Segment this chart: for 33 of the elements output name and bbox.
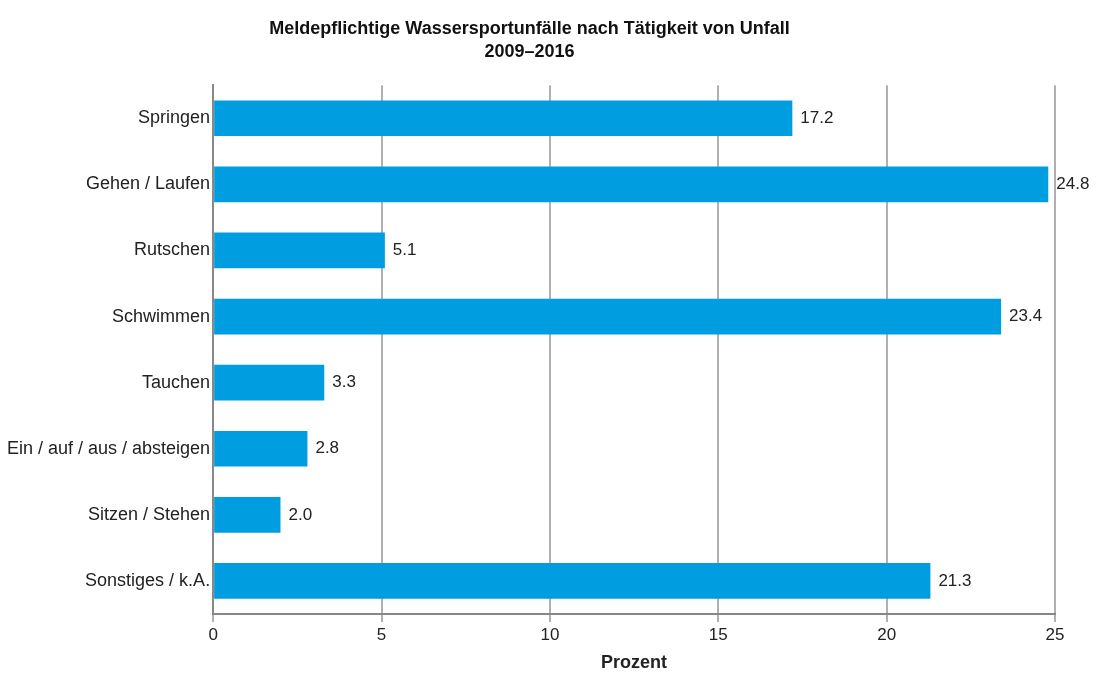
data-label: 17.2 — [800, 107, 834, 127]
data-label: 2.0 — [288, 504, 313, 524]
bar — [214, 232, 385, 269]
data-label: 21.3 — [938, 570, 972, 590]
x-tick-label: 10 — [540, 624, 560, 644]
data-label: 23.4 — [1009, 306, 1043, 326]
chart-title: Meldepflichtige Wassersportunfälle nach Tätigkeit von Unfall — [269, 17, 790, 38]
x-tick-label: 20 — [877, 624, 897, 644]
x-tick-label: 15 — [708, 624, 728, 644]
chart-subtitle: 2009–2016 — [484, 41, 575, 62]
x-tick-label: 0 — [208, 624, 218, 644]
bar — [214, 166, 1049, 203]
data-label: 24.8 — [1056, 174, 1090, 194]
y-tick-label: Springen — [138, 107, 211, 128]
bar — [214, 100, 793, 137]
y-tick-label: Rutschen — [134, 239, 211, 260]
y-tick-label: Ein / auf / aus / absteigen — [6, 437, 211, 458]
bar — [214, 497, 281, 533]
y-tick-label: Schwimmen — [112, 305, 211, 326]
x-axis-title: Prozent — [601, 652, 668, 673]
y-tick-label: Gehen / Laufen — [86, 173, 211, 194]
data-label: 2.8 — [315, 438, 340, 458]
y-tick-label: Sonstiges / k.A. — [85, 569, 211, 590]
bar — [214, 430, 308, 467]
y-tick-label: Sitzen / Stehen — [88, 503, 211, 524]
x-tick-label: 25 — [1045, 624, 1065, 644]
y-tick-label: Tauchen — [142, 371, 211, 392]
data-label: 5.1 — [392, 240, 417, 260]
data-label: 3.3 — [332, 372, 356, 392]
x-tick-label: 5 — [376, 624, 387, 644]
bar — [214, 563, 931, 599]
bar — [214, 364, 325, 401]
bar — [214, 298, 1002, 335]
